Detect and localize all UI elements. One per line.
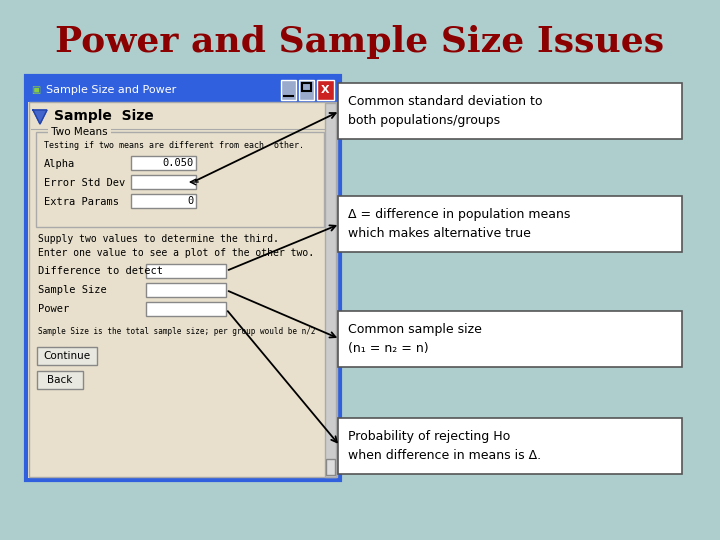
FancyBboxPatch shape [146,302,226,316]
Text: Two Means: Two Means [48,127,111,137]
Text: Probability of rejecting Ho
when difference in means is Δ.: Probability of rejecting Ho when differe… [348,430,541,462]
Text: Common standard deviation to
both populations/groups: Common standard deviation to both popula… [348,95,542,127]
Text: Sample Size is the total sample size; per group would be n/2: Sample Size is the total sample size; pe… [38,327,315,336]
FancyBboxPatch shape [28,78,338,102]
FancyBboxPatch shape [338,418,682,474]
FancyBboxPatch shape [131,175,196,189]
FancyBboxPatch shape [37,371,83,389]
FancyBboxPatch shape [325,103,336,477]
FancyBboxPatch shape [281,80,296,100]
FancyBboxPatch shape [37,347,97,365]
FancyBboxPatch shape [28,102,338,478]
Text: 0: 0 [188,196,194,206]
FancyBboxPatch shape [146,283,226,297]
Text: Continue: Continue [43,351,91,361]
Text: Sample  Size: Sample Size [54,109,154,123]
Text: Alpha: Alpha [44,159,76,169]
FancyBboxPatch shape [317,80,334,100]
FancyBboxPatch shape [326,459,335,475]
Text: 0.050: 0.050 [163,158,194,168]
FancyBboxPatch shape [29,102,337,477]
Text: Extra Params: Extra Params [44,197,119,207]
Text: Back: Back [48,375,73,385]
Polygon shape [33,110,47,124]
Text: Sample Size: Sample Size [38,285,107,295]
Text: Supply two values to determine the third.: Supply two values to determine the third… [38,234,279,244]
Text: Testing if two means are different from each  other.: Testing if two means are different from … [44,141,304,151]
FancyBboxPatch shape [338,83,682,139]
FancyBboxPatch shape [338,311,682,367]
Text: Enter one value to see a plot of the other two.: Enter one value to see a plot of the oth… [38,248,314,258]
Text: ▣: ▣ [32,85,40,95]
Text: Difference to detect: Difference to detect [38,266,163,276]
Text: Δ = difference in population means
which makes alternative true: Δ = difference in population means which… [348,208,570,240]
Text: Error Std Dev: Error Std Dev [44,178,125,188]
Text: X: X [321,85,330,95]
FancyBboxPatch shape [26,76,340,480]
Text: Power: Power [38,304,69,314]
FancyBboxPatch shape [146,264,226,278]
Text: Power and Sample Size Issues: Power and Sample Size Issues [55,25,665,59]
FancyBboxPatch shape [131,156,196,170]
FancyBboxPatch shape [299,80,314,100]
FancyBboxPatch shape [338,196,682,252]
Text: Common sample size
(n₁ = n₂ = n): Common sample size (n₁ = n₂ = n) [348,323,482,355]
FancyBboxPatch shape [131,194,196,208]
FancyBboxPatch shape [36,132,324,227]
Text: Sample Size and Power: Sample Size and Power [46,85,176,95]
